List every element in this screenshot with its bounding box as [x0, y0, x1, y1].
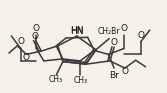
Text: CH₃: CH₃ — [49, 75, 63, 84]
Text: Br: Br — [109, 71, 119, 80]
Text: O: O — [23, 53, 30, 62]
Text: O: O — [122, 67, 129, 76]
Text: O: O — [33, 24, 40, 33]
Text: O: O — [32, 32, 39, 41]
Text: O: O — [121, 24, 128, 33]
Text: HN: HN — [70, 26, 84, 35]
Text: O: O — [137, 31, 144, 40]
Text: O: O — [111, 38, 118, 47]
Text: CH₃: CH₃ — [73, 76, 87, 85]
Text: CH₂Br: CH₂Br — [98, 27, 120, 36]
Text: O: O — [17, 37, 24, 46]
Text: HN: HN — [70, 27, 84, 36]
